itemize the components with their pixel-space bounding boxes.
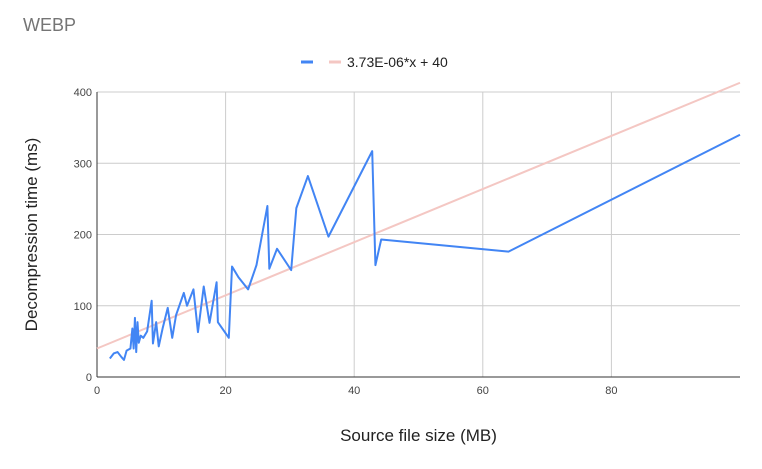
y-tick-label: 200: [74, 230, 92, 242]
y-tick-label: 400: [74, 87, 92, 99]
grid: [97, 91, 740, 377]
y-tick-label: 300: [74, 158, 92, 170]
chart-title: WEBP: [23, 15, 77, 35]
x-axis-title: Source file size (MB): [340, 426, 497, 445]
x-tick-label: 80: [605, 385, 617, 397]
series-line: [109, 133, 741, 361]
y-tick-label: 0: [86, 372, 92, 384]
y-tick-label: 100: [74, 301, 92, 313]
series-layer: [96, 81, 741, 361]
y-axis-title: Decompression time (ms): [22, 138, 41, 332]
x-tick-label: 40: [348, 385, 360, 397]
x-tick-label: 60: [477, 385, 489, 397]
x-tick-label: 20: [219, 385, 231, 397]
x-tick-label: 0: [94, 385, 100, 397]
legend-label-trendline: 3.73E-06*x + 40: [347, 54, 448, 70]
trendline: [96, 81, 741, 350]
axes: [96, 92, 740, 378]
legend[interactable]: 3.73E-06*x + 40: [301, 54, 448, 70]
tick-labels: 0 100 200 300 400 0 20 40 60 80: [74, 87, 618, 397]
